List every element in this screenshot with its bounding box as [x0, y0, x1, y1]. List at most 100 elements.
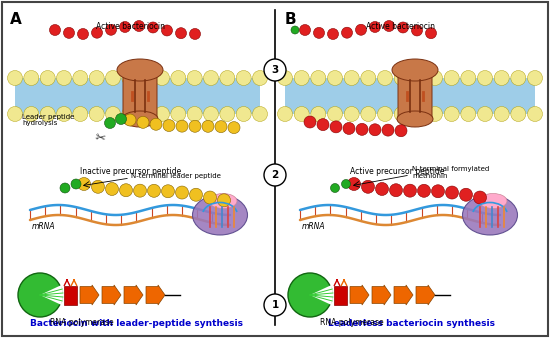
FancyBboxPatch shape	[15, 78, 260, 114]
FancyBboxPatch shape	[123, 73, 157, 119]
Circle shape	[327, 106, 343, 121]
Circle shape	[311, 71, 326, 86]
Circle shape	[204, 71, 218, 86]
Circle shape	[331, 184, 339, 193]
FancyArrow shape	[350, 285, 369, 305]
Circle shape	[202, 120, 214, 132]
Circle shape	[106, 71, 120, 86]
Circle shape	[78, 177, 91, 191]
Circle shape	[477, 106, 492, 121]
Circle shape	[355, 24, 366, 35]
Ellipse shape	[397, 111, 433, 127]
Circle shape	[73, 71, 88, 86]
FancyArrow shape	[394, 285, 413, 305]
Circle shape	[474, 191, 487, 204]
Circle shape	[150, 118, 162, 130]
Circle shape	[369, 124, 381, 136]
Circle shape	[71, 179, 81, 189]
Circle shape	[511, 71, 526, 86]
Circle shape	[394, 71, 409, 86]
Text: Active bacteriocin: Active bacteriocin	[366, 22, 434, 31]
Circle shape	[252, 106, 267, 121]
Ellipse shape	[122, 111, 158, 127]
Circle shape	[427, 106, 443, 121]
Ellipse shape	[192, 195, 248, 235]
Circle shape	[361, 106, 376, 121]
Circle shape	[252, 71, 267, 86]
Circle shape	[215, 121, 227, 132]
Wedge shape	[40, 285, 63, 305]
Circle shape	[124, 114, 136, 126]
Circle shape	[91, 27, 102, 38]
Circle shape	[361, 180, 375, 193]
Circle shape	[278, 71, 293, 86]
Circle shape	[395, 125, 407, 137]
Text: N-terminal formylated
methionin: N-terminal formylated methionin	[412, 167, 490, 179]
Circle shape	[122, 106, 137, 121]
Circle shape	[176, 120, 188, 132]
Circle shape	[204, 191, 217, 204]
Circle shape	[60, 183, 70, 193]
Circle shape	[446, 186, 459, 199]
Circle shape	[57, 106, 72, 121]
Circle shape	[317, 119, 329, 130]
Text: ✂: ✂	[94, 131, 106, 145]
Ellipse shape	[209, 193, 237, 209]
Circle shape	[461, 106, 476, 121]
Circle shape	[411, 71, 426, 86]
Circle shape	[444, 71, 459, 86]
Circle shape	[417, 184, 431, 197]
Circle shape	[348, 177, 360, 191]
Circle shape	[327, 28, 338, 40]
Circle shape	[342, 179, 350, 189]
Text: Active bacteriocin: Active bacteriocin	[96, 22, 164, 31]
Circle shape	[187, 106, 202, 121]
Circle shape	[427, 71, 443, 86]
Text: Inactive precursor peptide: Inactive precursor peptide	[80, 167, 182, 176]
Circle shape	[264, 294, 286, 316]
Text: 3: 3	[271, 65, 279, 75]
Circle shape	[411, 25, 422, 36]
Circle shape	[444, 106, 459, 121]
Circle shape	[63, 27, 74, 39]
Circle shape	[163, 120, 175, 131]
Circle shape	[377, 71, 393, 86]
Circle shape	[220, 71, 235, 86]
Text: mRNA: mRNA	[302, 222, 326, 231]
Circle shape	[220, 106, 235, 121]
Circle shape	[494, 106, 509, 121]
FancyArrow shape	[372, 285, 391, 305]
Circle shape	[134, 184, 146, 197]
Circle shape	[8, 106, 23, 121]
Circle shape	[426, 28, 437, 39]
Circle shape	[171, 71, 186, 86]
Ellipse shape	[117, 59, 163, 81]
Circle shape	[40, 106, 55, 121]
Ellipse shape	[463, 195, 518, 235]
Circle shape	[527, 71, 542, 86]
Circle shape	[204, 106, 218, 121]
Circle shape	[278, 106, 293, 121]
Circle shape	[8, 71, 23, 86]
Circle shape	[134, 21, 145, 31]
Text: N-terminal leader peptide: N-terminal leader peptide	[131, 173, 221, 179]
Circle shape	[106, 106, 120, 121]
Circle shape	[494, 71, 509, 86]
Circle shape	[162, 185, 174, 198]
Circle shape	[187, 71, 202, 86]
Circle shape	[459, 188, 472, 201]
Text: 2: 2	[271, 170, 279, 180]
Circle shape	[330, 121, 342, 133]
Circle shape	[137, 116, 149, 128]
Circle shape	[175, 28, 186, 39]
Circle shape	[89, 71, 104, 86]
Circle shape	[106, 24, 117, 35]
Circle shape	[155, 71, 169, 86]
Circle shape	[57, 71, 72, 86]
Circle shape	[78, 28, 89, 40]
Circle shape	[189, 120, 201, 132]
Circle shape	[236, 106, 251, 121]
Circle shape	[217, 194, 230, 207]
Wedge shape	[310, 285, 333, 305]
Circle shape	[264, 59, 286, 81]
